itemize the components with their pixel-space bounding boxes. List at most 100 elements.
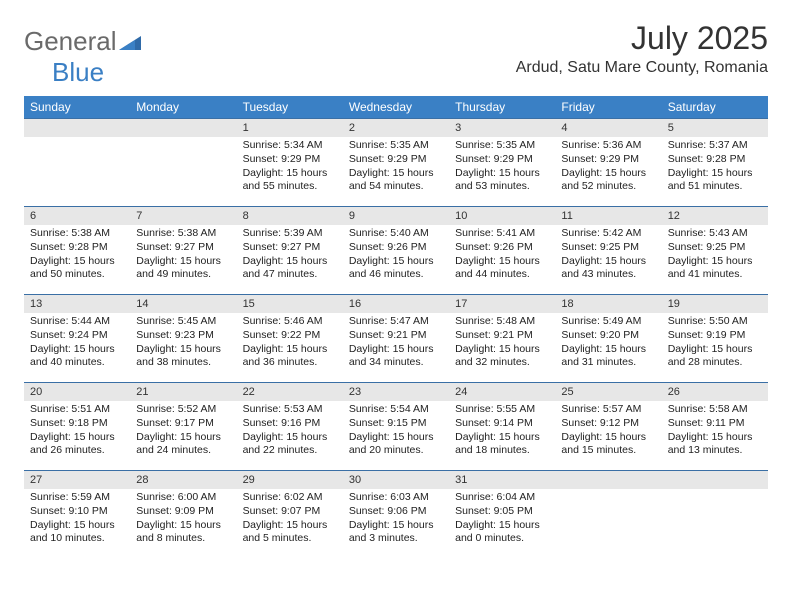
day-number: 15	[237, 294, 343, 313]
title-block: July 2025 Ardud, Satu Mare County, Roman…	[516, 20, 768, 77]
calendar-day-cell: 1Sunrise: 5:34 AMSunset: 9:29 PMDaylight…	[237, 118, 343, 206]
sunrise-line: Sunrise: 6:02 AM	[243, 491, 337, 505]
daylight-line: Daylight: 15 hours and 5 minutes.	[243, 519, 337, 546]
day-content	[555, 489, 661, 555]
daylight-line: Daylight: 15 hours and 18 minutes.	[455, 431, 549, 458]
calendar-day-cell: 7Sunrise: 5:38 AMSunset: 9:27 PMDaylight…	[130, 206, 236, 294]
daylight-line: Daylight: 15 hours and 46 minutes.	[349, 255, 443, 282]
weekday-header: Tuesday	[237, 96, 343, 118]
daylight-line: Daylight: 15 hours and 13 minutes.	[668, 431, 762, 458]
day-number: 27	[24, 470, 130, 489]
day-content: Sunrise: 5:54 AMSunset: 9:15 PMDaylight:…	[343, 401, 449, 462]
day-number: 26	[662, 382, 768, 401]
daylight-line: Daylight: 15 hours and 3 minutes.	[349, 519, 443, 546]
day-number	[662, 470, 768, 489]
header: GeneralBlue July 2025 Ardud, Satu Mare C…	[24, 20, 768, 88]
day-number: 16	[343, 294, 449, 313]
day-number: 7	[130, 206, 236, 225]
weekday-header: Saturday	[662, 96, 768, 118]
weekday-header-row: Sunday Monday Tuesday Wednesday Thursday…	[24, 96, 768, 118]
sunset-line: Sunset: 9:27 PM	[243, 241, 337, 255]
calendar-day-cell	[662, 470, 768, 558]
daylight-line: Daylight: 15 hours and 8 minutes.	[136, 519, 230, 546]
sunrise-line: Sunrise: 5:35 AM	[349, 139, 443, 153]
sunrise-line: Sunrise: 5:41 AM	[455, 227, 549, 241]
logo: GeneralBlue	[24, 26, 141, 88]
calendar-day-cell: 11Sunrise: 5:42 AMSunset: 9:25 PMDayligh…	[555, 206, 661, 294]
calendar-week-row: 13Sunrise: 5:44 AMSunset: 9:24 PMDayligh…	[24, 294, 768, 382]
month-title: July 2025	[516, 20, 768, 57]
sunset-line: Sunset: 9:15 PM	[349, 417, 443, 431]
day-number	[24, 118, 130, 137]
calendar-day-cell: 19Sunrise: 5:50 AMSunset: 9:19 PMDayligh…	[662, 294, 768, 382]
sunset-line: Sunset: 9:26 PM	[455, 241, 549, 255]
day-content: Sunrise: 5:51 AMSunset: 9:18 PMDaylight:…	[24, 401, 130, 462]
daylight-line: Daylight: 15 hours and 40 minutes.	[30, 343, 124, 370]
daylight-line: Daylight: 15 hours and 47 minutes.	[243, 255, 337, 282]
day-number: 29	[237, 470, 343, 489]
day-content: Sunrise: 5:44 AMSunset: 9:24 PMDaylight:…	[24, 313, 130, 374]
day-content: Sunrise: 5:36 AMSunset: 9:29 PMDaylight:…	[555, 137, 661, 198]
day-content: Sunrise: 5:41 AMSunset: 9:26 PMDaylight:…	[449, 225, 555, 286]
sunrise-line: Sunrise: 5:55 AM	[455, 403, 549, 417]
calendar-day-cell: 25Sunrise: 5:57 AMSunset: 9:12 PMDayligh…	[555, 382, 661, 470]
calendar-day-cell: 6Sunrise: 5:38 AMSunset: 9:28 PMDaylight…	[24, 206, 130, 294]
calendar-day-cell: 22Sunrise: 5:53 AMSunset: 9:16 PMDayligh…	[237, 382, 343, 470]
weekday-header: Friday	[555, 96, 661, 118]
calendar-day-cell: 20Sunrise: 5:51 AMSunset: 9:18 PMDayligh…	[24, 382, 130, 470]
sunrise-line: Sunrise: 5:45 AM	[136, 315, 230, 329]
calendar-day-cell: 13Sunrise: 5:44 AMSunset: 9:24 PMDayligh…	[24, 294, 130, 382]
daylight-line: Daylight: 15 hours and 38 minutes.	[136, 343, 230, 370]
sunset-line: Sunset: 9:05 PM	[455, 505, 549, 519]
sunset-line: Sunset: 9:16 PM	[243, 417, 337, 431]
sunset-line: Sunset: 9:21 PM	[349, 329, 443, 343]
day-number: 31	[449, 470, 555, 489]
day-content: Sunrise: 5:58 AMSunset: 9:11 PMDaylight:…	[662, 401, 768, 462]
calendar-day-cell	[555, 470, 661, 558]
logo-text-blue: Blue	[52, 57, 104, 87]
daylight-line: Daylight: 15 hours and 41 minutes.	[668, 255, 762, 282]
calendar-day-cell: 4Sunrise: 5:36 AMSunset: 9:29 PMDaylight…	[555, 118, 661, 206]
day-number	[555, 470, 661, 489]
day-content: Sunrise: 5:43 AMSunset: 9:25 PMDaylight:…	[662, 225, 768, 286]
sunset-line: Sunset: 9:25 PM	[561, 241, 655, 255]
sunrise-line: Sunrise: 5:57 AM	[561, 403, 655, 417]
sunrise-line: Sunrise: 5:34 AM	[243, 139, 337, 153]
sunset-line: Sunset: 9:10 PM	[30, 505, 124, 519]
calendar-day-cell: 28Sunrise: 6:00 AMSunset: 9:09 PMDayligh…	[130, 470, 236, 558]
daylight-line: Daylight: 15 hours and 36 minutes.	[243, 343, 337, 370]
sunrise-line: Sunrise: 5:50 AM	[668, 315, 762, 329]
sunset-line: Sunset: 9:25 PM	[668, 241, 762, 255]
day-number: 4	[555, 118, 661, 137]
sunset-line: Sunset: 9:23 PM	[136, 329, 230, 343]
sunrise-line: Sunrise: 5:59 AM	[30, 491, 124, 505]
sunset-line: Sunset: 9:12 PM	[561, 417, 655, 431]
daylight-line: Daylight: 15 hours and 0 minutes.	[455, 519, 549, 546]
day-number: 17	[449, 294, 555, 313]
sunrise-line: Sunrise: 5:48 AM	[455, 315, 549, 329]
sunrise-line: Sunrise: 5:36 AM	[561, 139, 655, 153]
sunset-line: Sunset: 9:06 PM	[349, 505, 443, 519]
sunrise-line: Sunrise: 5:38 AM	[136, 227, 230, 241]
location: Ardud, Satu Mare County, Romania	[516, 59, 768, 77]
day-number: 14	[130, 294, 236, 313]
day-content: Sunrise: 5:35 AMSunset: 9:29 PMDaylight:…	[449, 137, 555, 198]
calendar-week-row: 6Sunrise: 5:38 AMSunset: 9:28 PMDaylight…	[24, 206, 768, 294]
day-number: 11	[555, 206, 661, 225]
daylight-line: Daylight: 15 hours and 49 minutes.	[136, 255, 230, 282]
calendar-day-cell: 30Sunrise: 6:03 AMSunset: 9:06 PMDayligh…	[343, 470, 449, 558]
day-content: Sunrise: 5:34 AMSunset: 9:29 PMDaylight:…	[237, 137, 343, 198]
calendar-day-cell: 5Sunrise: 5:37 AMSunset: 9:28 PMDaylight…	[662, 118, 768, 206]
day-number	[130, 118, 236, 137]
sunrise-line: Sunrise: 6:04 AM	[455, 491, 549, 505]
calendar-page: GeneralBlue July 2025 Ardud, Satu Mare C…	[0, 0, 792, 578]
daylight-line: Daylight: 15 hours and 51 minutes.	[668, 167, 762, 194]
sunrise-line: Sunrise: 5:52 AM	[136, 403, 230, 417]
day-content: Sunrise: 5:49 AMSunset: 9:20 PMDaylight:…	[555, 313, 661, 374]
day-content: Sunrise: 6:00 AMSunset: 9:09 PMDaylight:…	[130, 489, 236, 550]
sunrise-line: Sunrise: 5:46 AM	[243, 315, 337, 329]
sunset-line: Sunset: 9:18 PM	[30, 417, 124, 431]
sunrise-line: Sunrise: 5:44 AM	[30, 315, 124, 329]
sunset-line: Sunset: 9:29 PM	[561, 153, 655, 167]
day-content	[24, 137, 130, 203]
